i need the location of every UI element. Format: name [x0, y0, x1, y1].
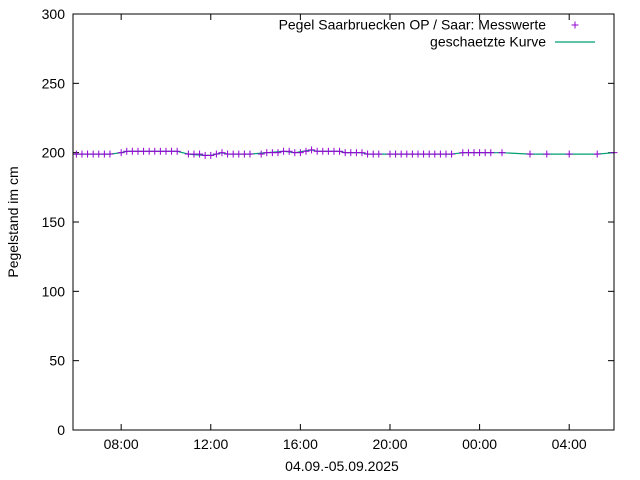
measurement-point — [218, 149, 226, 157]
x-axis-label: 04.09.-05.09.2025 — [285, 458, 399, 474]
y-tick-label: 300 — [42, 6, 66, 22]
measurement-point — [448, 150, 456, 158]
measurement-point — [285, 147, 293, 155]
measurement-point — [257, 150, 265, 158]
x-tick-label: 20:00 — [372, 436, 407, 452]
measurement-point — [117, 149, 125, 157]
legend: Pegel Saarbruecken OP / Saar: Messwerte … — [279, 17, 595, 50]
measurement-point — [565, 150, 573, 158]
measurement-point — [173, 147, 181, 155]
axis-ticks: 0 50 100 150 200 250 300 08:00 12:00 16:00 20:00 00… — [42, 6, 614, 452]
measurement-point — [196, 150, 204, 158]
measurement-point — [212, 150, 220, 158]
y-tick-label: 0 — [57, 422, 65, 438]
y-tick-label: 50 — [49, 353, 65, 369]
x-tick-label: 00:00 — [462, 436, 497, 452]
measurement-point — [246, 150, 254, 158]
y-axis-label: Pegelstand im cm — [5, 166, 21, 277]
measurement-point — [308, 146, 316, 154]
y-tick-label: 200 — [42, 145, 66, 161]
measurement-point — [274, 149, 282, 157]
measurement-point — [498, 149, 506, 157]
legend-marker-measurements — [571, 21, 579, 29]
measurement-point — [526, 150, 534, 158]
data-layer — [72, 146, 618, 159]
x-tick-label: 04:00 — [552, 436, 587, 452]
measurement-point — [543, 150, 551, 158]
measurement-point — [296, 149, 304, 157]
legend-marker-plus — [571, 21, 579, 29]
measurement-point — [302, 147, 310, 155]
y-tick-label: 250 — [42, 75, 66, 91]
measurement-point — [487, 149, 495, 157]
measurement-point — [207, 151, 215, 159]
measurement-point — [336, 147, 344, 155]
plot-frame — [72, 13, 615, 431]
measurement-point — [106, 150, 114, 158]
x-tick-label: 08:00 — [104, 436, 139, 452]
measurement-point — [358, 149, 366, 157]
measurement-point — [375, 150, 383, 158]
measurement-point — [593, 150, 601, 158]
legend-label-measurements: Pegel Saarbruecken OP / Saar: Messwerte — [279, 17, 547, 33]
legend-label-estimated-curve: geschaetzte Kurve — [430, 34, 546, 50]
x-tick-label: 16:00 — [283, 436, 318, 452]
y-tick-label: 100 — [42, 283, 66, 299]
y-tick-label: 150 — [42, 214, 66, 230]
x-tick-label: 12:00 — [193, 436, 228, 452]
